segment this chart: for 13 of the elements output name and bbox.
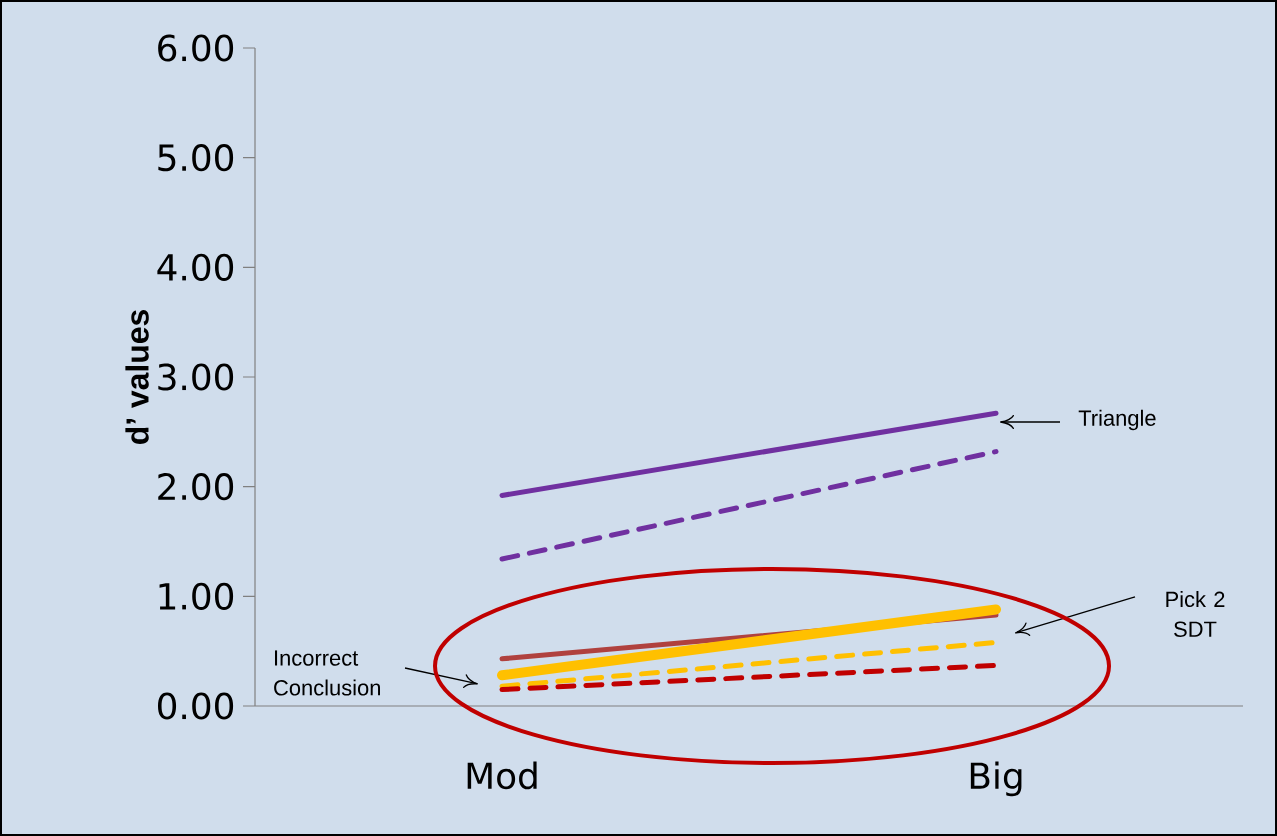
y-tick-label: 4.00 [157,253,234,281]
y-axis-title: d’ values [125,310,149,444]
x-tick-label: Big [970,761,1022,797]
y-tick-label: 5.00 [158,144,234,172]
y-tick-label: 3.00 [158,363,234,391]
annotation: Triangle [1078,409,1156,431]
annotation: Incorrect Conclusion [274,650,380,696]
x-tick-label: Mod [467,761,537,790]
y-tick-label: 2.00 [158,473,234,501]
y-tick-label: 0.00 [157,692,234,720]
y-tick-label: 1.00 [159,582,234,610]
annotation: Pick 2 SDT [1166,591,1225,637]
y-tick-label: 6.00 [158,34,234,62]
